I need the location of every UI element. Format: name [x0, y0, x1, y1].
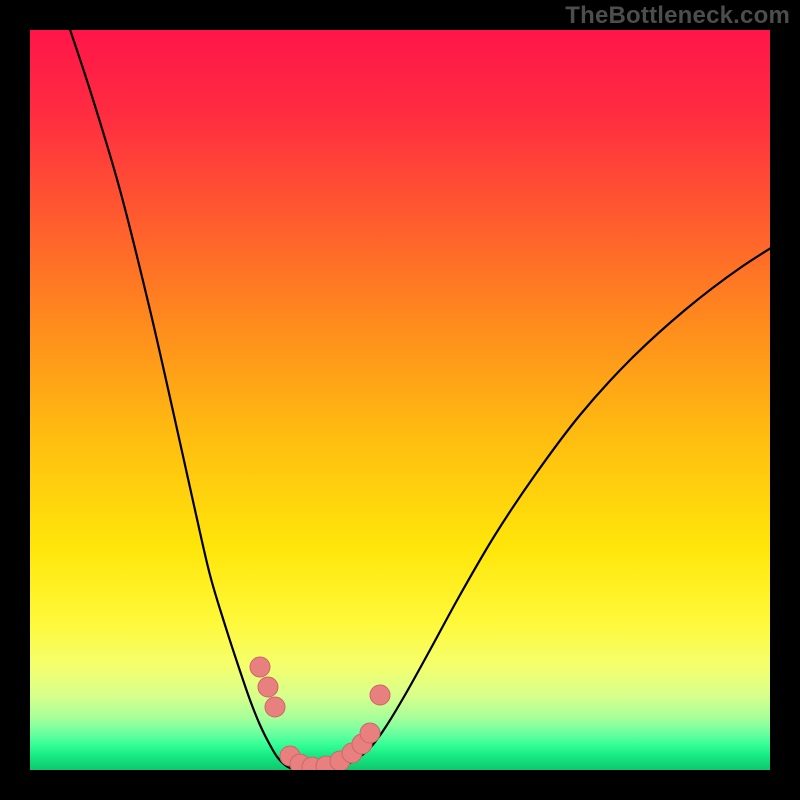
data-point — [265, 697, 285, 717]
watermark-text: TheBottleneck.com — [565, 2, 790, 30]
data-point — [250, 657, 270, 677]
data-point — [370, 685, 390, 705]
data-point — [258, 677, 278, 697]
plot-area — [30, 30, 770, 770]
chart-container: TheBottleneck.com — [0, 0, 800, 800]
bottleneck-curve-chart — [0, 0, 800, 800]
data-point — [360, 723, 380, 743]
